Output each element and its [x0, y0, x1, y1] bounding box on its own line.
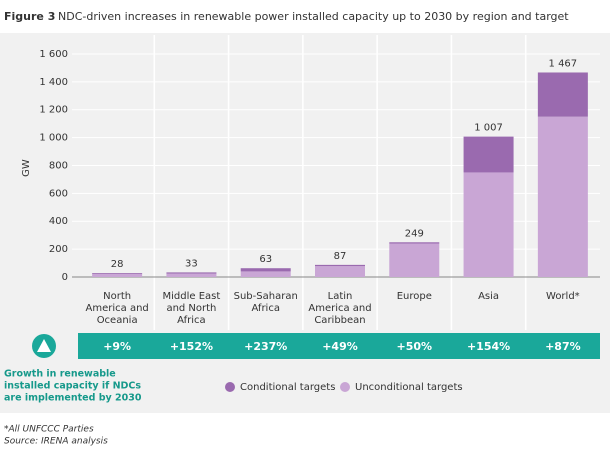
- figure-label: Figure 3: [4, 10, 55, 23]
- y-tick-label: 1 000: [39, 133, 68, 144]
- total-label: 28: [111, 259, 124, 270]
- growth-value: +152%: [170, 340, 213, 353]
- bar-segment: [463, 172, 514, 277]
- y-tick-label: 400: [49, 216, 68, 227]
- growth-value: +154%: [467, 340, 510, 353]
- legend-label: Conditional targets: [240, 382, 335, 393]
- growth-caption: are implemented by 2030: [4, 393, 142, 404]
- growth-value: +49%: [322, 340, 358, 353]
- x-tick-label: Europe: [397, 291, 432, 302]
- growth-value: +9%: [103, 340, 131, 353]
- x-tick-label: Latin: [328, 291, 353, 302]
- x-tick-label: Africa: [177, 315, 206, 326]
- growth-value: +237%: [244, 340, 287, 353]
- total-label: 1 007: [474, 123, 503, 134]
- growth-value: +87%: [545, 340, 581, 353]
- bar-segment: [240, 268, 291, 272]
- y-tick-label: 1 200: [39, 105, 68, 116]
- y-tick-label: 600: [49, 188, 68, 199]
- y-tick-label: 800: [49, 160, 68, 171]
- bar-segment: [166, 273, 217, 277]
- bar-segment: [389, 242, 440, 244]
- y-tick-label: 0: [62, 272, 68, 283]
- total-label: 33: [185, 258, 198, 269]
- bar-segment: [240, 271, 291, 277]
- x-tick-label: World*: [546, 291, 580, 302]
- footnote: *All UNFCCC Parties: [4, 425, 94, 435]
- y-tick-label: 1 600: [39, 49, 68, 60]
- bar-segment: [537, 72, 588, 117]
- footnote: Source: IRENA analysis: [4, 437, 108, 447]
- x-tick-label: Oceania: [97, 315, 138, 326]
- bar-segment: [463, 136, 514, 173]
- total-label: 1 467: [549, 58, 578, 69]
- x-tick-label: America and: [86, 303, 149, 314]
- x-tick-label: Caribbean: [314, 315, 365, 326]
- legend-label: Unconditional targets: [355, 382, 463, 393]
- growth-band: [78, 333, 600, 359]
- x-tick-label: America and: [308, 303, 371, 314]
- y-tick-label: 1 400: [39, 77, 68, 88]
- legend-swatch: [340, 382, 350, 392]
- bar-segment: [315, 264, 365, 267]
- x-tick-label: North: [103, 291, 131, 302]
- growth-icon-arrow: [37, 339, 51, 352]
- bar-segment: [166, 272, 217, 274]
- bar-segment: [92, 273, 143, 277]
- y-axis-label: GW: [21, 159, 32, 177]
- total-label: 63: [259, 254, 272, 265]
- y-tick-label: 200: [49, 244, 68, 255]
- growth-value: +50%: [397, 340, 433, 353]
- growth-caption: Growth in renewable: [4, 369, 116, 380]
- growth-caption: installed capacity if NDCs: [4, 381, 141, 392]
- total-label: 87: [334, 251, 347, 262]
- bar-segment: [315, 266, 365, 277]
- x-tick-label: Middle East: [163, 291, 221, 302]
- x-tick-label: Sub-Saharan: [234, 291, 298, 302]
- bar-segment: [92, 273, 143, 274]
- x-tick-label: and North: [166, 303, 216, 314]
- total-label: 249: [405, 228, 424, 239]
- x-tick-label: Asia: [478, 291, 499, 302]
- chart-title: NDC-driven increases in renewable power …: [58, 10, 569, 23]
- legend-swatch: [225, 382, 235, 392]
- x-tick-label: Africa: [251, 303, 280, 314]
- bar-segment: [389, 243, 440, 277]
- bar-segment: [537, 116, 588, 277]
